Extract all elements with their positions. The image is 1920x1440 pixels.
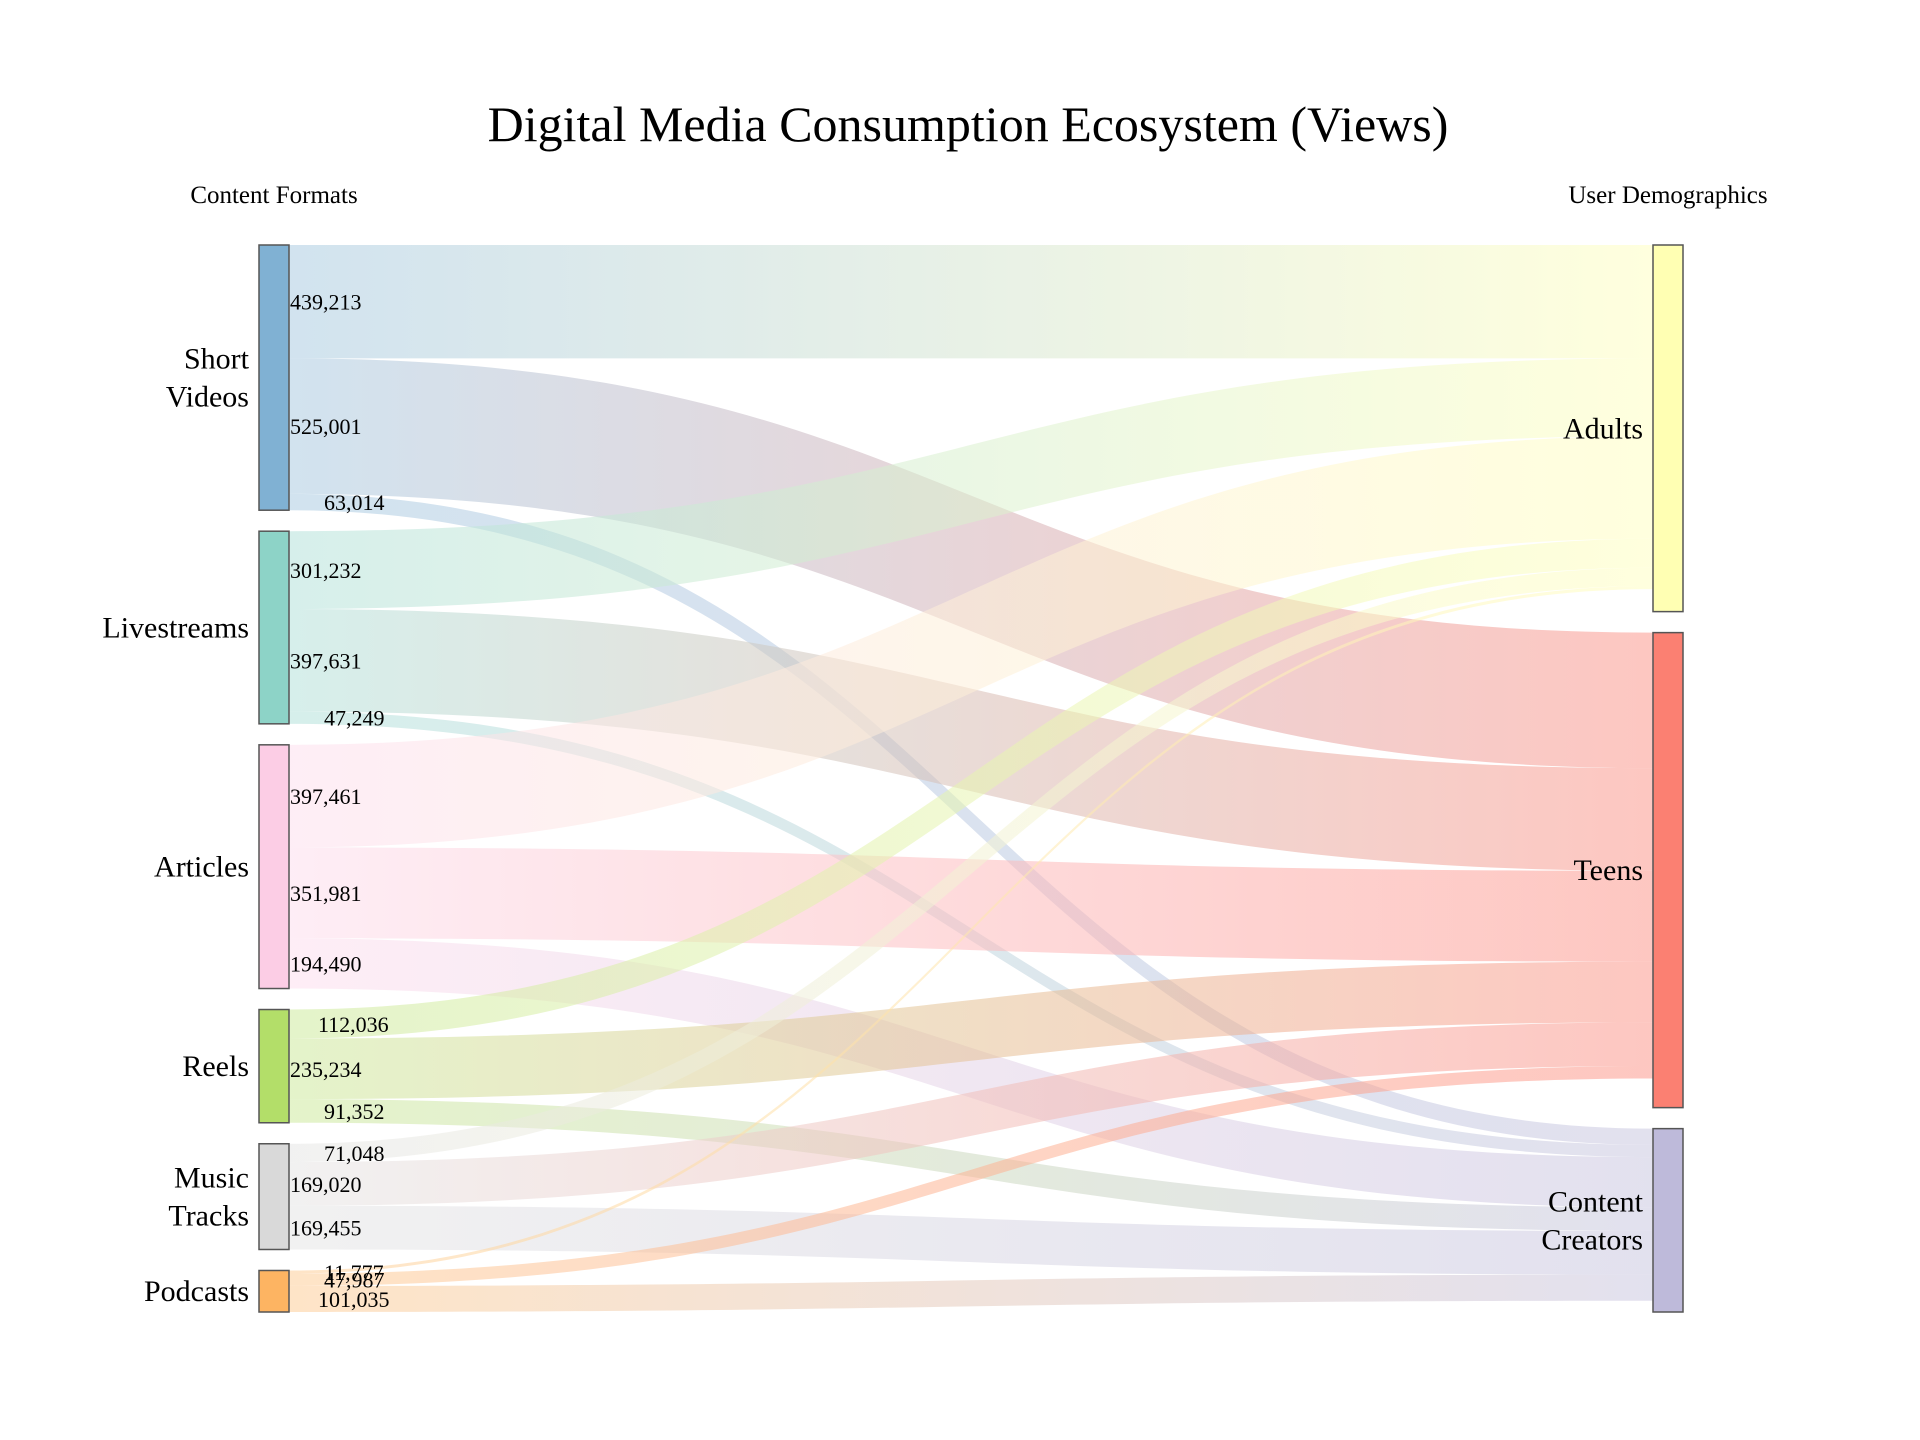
flow-link-short-to-teens[interactable]	[289, 358, 1653, 769]
node-label-teens: Teens	[1573, 854, 1643, 887]
node-label-live: Livestreams	[102, 612, 249, 645]
node-label-reels: Reels	[182, 1050, 249, 1083]
value-label-articles-to-creators: 194,490	[290, 951, 362, 976]
value-label-short-to-creators: 63,014	[324, 490, 385, 515]
node-label-creators: Content Creators	[1541, 1185, 1643, 1256]
value-label-podcasts-to-teens: 47,987	[324, 1268, 385, 1293]
flow-link-podcasts-to-adults[interactable]	[289, 586, 1653, 1274]
value-label-live-to-creators: 47,249	[324, 706, 385, 731]
value-label-articles-to-teens: 351,981	[290, 881, 362, 906]
node-live[interactable]	[258, 530, 290, 725]
value-label-music-to-creators: 169,455	[290, 1216, 362, 1241]
value-label-live-to-teens: 397,631	[290, 648, 362, 673]
flow-link-live-to-adults[interactable]	[289, 358, 1653, 609]
right-column-header: User Demographics	[1568, 182, 1767, 209]
value-label-live-to-adults: 301,232	[290, 558, 362, 583]
flow-link-music-to-teens[interactable]	[289, 1022, 1653, 1206]
node-label-podcasts: Podcasts	[144, 1275, 249, 1308]
flow-link-articles-to-teens[interactable]	[289, 847, 1653, 962]
flow-link-short-to-creators[interactable]	[289, 493, 1653, 1145]
flow-link-reels-to-creators[interactable]	[289, 1099, 1653, 1231]
node-podcasts[interactable]	[258, 1269, 290, 1313]
value-label-short-to-teens: 525,001	[290, 414, 362, 439]
flow-link-music-to-creators[interactable]	[289, 1205, 1653, 1275]
node-label-music: Music Tracks	[168, 1162, 249, 1233]
node-music[interactable]	[258, 1143, 290, 1251]
chart-title: Digital Media Consumption Ecosystem (Vie…	[488, 96, 1449, 152]
node-teens[interactable]	[1652, 631, 1684, 1109]
flow-link-live-to-teens[interactable]	[289, 608, 1653, 871]
value-label-podcasts-to-adults: 11,777	[324, 1260, 384, 1285]
value-label-reels-to-teens: 235,234	[290, 1057, 362, 1082]
flow-link-music-to-adults[interactable]	[289, 567, 1653, 1163]
left-column-header: Content Formats	[190, 182, 357, 209]
node-creators[interactable]	[1652, 1127, 1684, 1313]
node-adults[interactable]	[1652, 244, 1684, 613]
value-label-reels-to-creators: 91,352	[324, 1099, 385, 1124]
flow-link-reels-to-adults[interactable]	[289, 538, 1653, 1039]
value-label-articles-to-adults: 397,461	[290, 784, 362, 809]
value-label-music-to-teens: 169,020	[290, 1172, 362, 1197]
value-label-reels-to-adults: 112,036	[318, 1012, 389, 1037]
node-short[interactable]	[258, 244, 290, 511]
value-label-music-to-adults: 71,048	[324, 1141, 385, 1166]
flow-link-reels-to-teens[interactable]	[289, 961, 1653, 1100]
links-layer	[289, 245, 1653, 1312]
node-label-short: Short Videos	[166, 343, 250, 414]
flow-link-short-to-adults[interactable]	[289, 245, 1653, 359]
node-label-articles: Articles	[154, 851, 249, 884]
node-reels[interactable]	[258, 1008, 290, 1124]
flow-link-articles-to-creators[interactable]	[289, 938, 1653, 1208]
value-label-short-to-adults: 439,213	[290, 290, 362, 315]
node-articles[interactable]	[258, 744, 290, 990]
value-label-podcasts-to-creators: 101,035	[318, 1287, 390, 1312]
node-label-adults: Adults	[1563, 412, 1643, 445]
labels-layer: 439,213 525,001 63,014 301,232 397,631 47,249…	[102, 290, 1643, 1312]
flow-link-podcasts-to-creators[interactable]	[289, 1274, 1653, 1312]
flow-link-articles-to-adults[interactable]	[289, 436, 1653, 848]
flow-link-podcasts-to-teens[interactable]	[289, 1066, 1653, 1286]
nodes-layer	[258, 244, 1684, 1313]
